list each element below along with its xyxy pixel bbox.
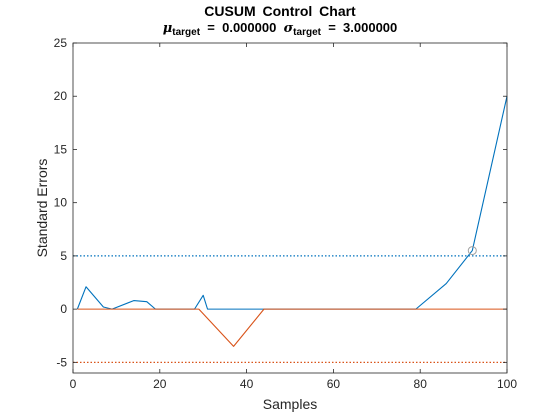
x-tick-label: 80 bbox=[414, 377, 428, 391]
y-tick-label: -5 bbox=[56, 355, 67, 369]
x-tick-label: 60 bbox=[327, 377, 341, 391]
y-tick-label: 5 bbox=[60, 249, 67, 263]
upper-cusum-series bbox=[76, 96, 508, 310]
y-axis-label: Standard Errors bbox=[34, 158, 50, 258]
y-tick-label: 10 bbox=[54, 196, 68, 210]
x-tick-label: 0 bbox=[70, 377, 77, 391]
axes-box bbox=[72, 42, 508, 374]
sigma-value: 3.000000 bbox=[343, 20, 398, 35]
y-tick-label: 15 bbox=[54, 142, 68, 156]
chart-subtitle: μtarget = 0.000000 σtarget = 3.000000 bbox=[0, 20, 560, 38]
data-layer bbox=[73, 96, 508, 363]
x-tick-label: 100 bbox=[497, 377, 517, 391]
sigma-equals: = bbox=[328, 20, 336, 35]
mu-subscript: target bbox=[172, 27, 201, 38]
x-tick-label: 20 bbox=[153, 377, 167, 391]
x-tick-label: 40 bbox=[240, 377, 254, 391]
y-tick-label: 25 bbox=[54, 36, 68, 50]
sigma-subscript: target bbox=[293, 27, 321, 38]
sigma-symbol: σ bbox=[283, 21, 294, 36]
out-of-control-marker bbox=[467, 246, 477, 256]
y-tick-label: 0 bbox=[60, 302, 67, 316]
lower-cusum-series bbox=[77, 308, 507, 347]
mu-value: 0.000000 bbox=[222, 20, 277, 35]
mu-symbol: μ bbox=[162, 21, 173, 36]
chart-title: CUSUM Control Chart bbox=[204, 3, 356, 19]
y-tick-label: 20 bbox=[54, 89, 68, 103]
x-axis-label: Samples bbox=[262, 396, 318, 412]
mu-equals: = bbox=[207, 20, 215, 35]
